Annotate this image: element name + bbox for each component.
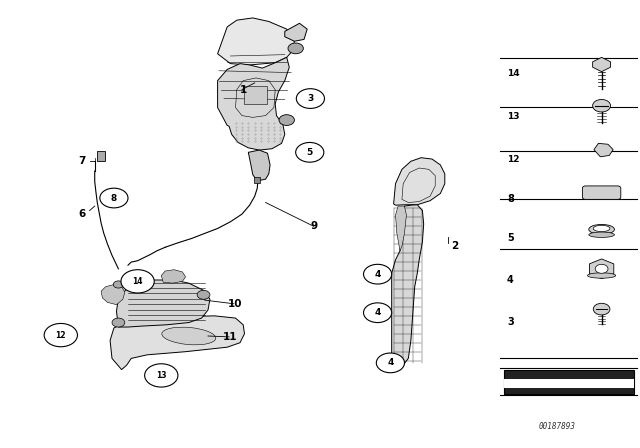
Text: 13: 13	[156, 371, 166, 380]
Circle shape	[113, 281, 124, 288]
Text: 12: 12	[507, 155, 520, 164]
Circle shape	[296, 142, 324, 162]
Text: 1: 1	[239, 85, 247, 95]
Polygon shape	[593, 57, 611, 72]
Polygon shape	[392, 205, 424, 366]
Text: 9: 9	[310, 221, 317, 231]
Polygon shape	[161, 270, 186, 283]
Polygon shape	[394, 158, 445, 205]
Circle shape	[376, 353, 404, 373]
Circle shape	[288, 43, 303, 54]
Bar	[244, 86, 267, 104]
Circle shape	[44, 323, 77, 347]
Circle shape	[145, 364, 178, 387]
Ellipse shape	[588, 273, 616, 278]
Text: 13: 13	[507, 112, 520, 121]
Text: 00187893: 00187893	[538, 422, 575, 431]
Polygon shape	[504, 370, 634, 394]
Text: 3: 3	[307, 94, 314, 103]
Circle shape	[595, 264, 608, 273]
Polygon shape	[218, 18, 294, 65]
Circle shape	[593, 99, 611, 112]
Text: 7: 7	[78, 156, 86, 166]
Bar	[254, 177, 260, 183]
Text: 11: 11	[223, 332, 237, 342]
Text: 8: 8	[507, 194, 514, 204]
Text: 5: 5	[507, 233, 514, 243]
Polygon shape	[589, 259, 614, 279]
Ellipse shape	[589, 224, 614, 234]
Polygon shape	[285, 23, 307, 41]
Text: 3: 3	[507, 317, 514, 327]
Text: 5: 5	[307, 148, 313, 157]
Polygon shape	[101, 284, 125, 305]
Polygon shape	[248, 150, 270, 180]
Text: 14: 14	[132, 277, 143, 286]
Text: 8: 8	[111, 194, 117, 202]
Polygon shape	[116, 280, 210, 327]
Circle shape	[593, 303, 610, 315]
Text: 4: 4	[374, 270, 381, 279]
Text: 6: 6	[78, 209, 86, 219]
Circle shape	[121, 270, 154, 293]
Circle shape	[296, 89, 324, 108]
Bar	[97, 151, 105, 161]
Text: 10: 10	[228, 299, 243, 309]
FancyBboxPatch shape	[582, 186, 621, 199]
Circle shape	[100, 188, 128, 208]
Ellipse shape	[589, 232, 614, 237]
Polygon shape	[396, 206, 406, 251]
Ellipse shape	[593, 225, 610, 232]
Text: 4: 4	[387, 358, 394, 367]
Text: 4: 4	[507, 275, 514, 285]
Circle shape	[364, 264, 392, 284]
Circle shape	[279, 115, 294, 125]
Polygon shape	[594, 143, 613, 157]
Text: 4: 4	[374, 308, 381, 317]
Circle shape	[364, 303, 392, 323]
Circle shape	[112, 318, 125, 327]
Text: 14: 14	[507, 69, 520, 78]
Bar	[504, 379, 634, 388]
Circle shape	[197, 290, 210, 299]
Ellipse shape	[162, 327, 216, 345]
Polygon shape	[218, 57, 289, 150]
Text: 2: 2	[451, 241, 458, 251]
Polygon shape	[110, 316, 244, 370]
Text: 12: 12	[56, 331, 66, 340]
